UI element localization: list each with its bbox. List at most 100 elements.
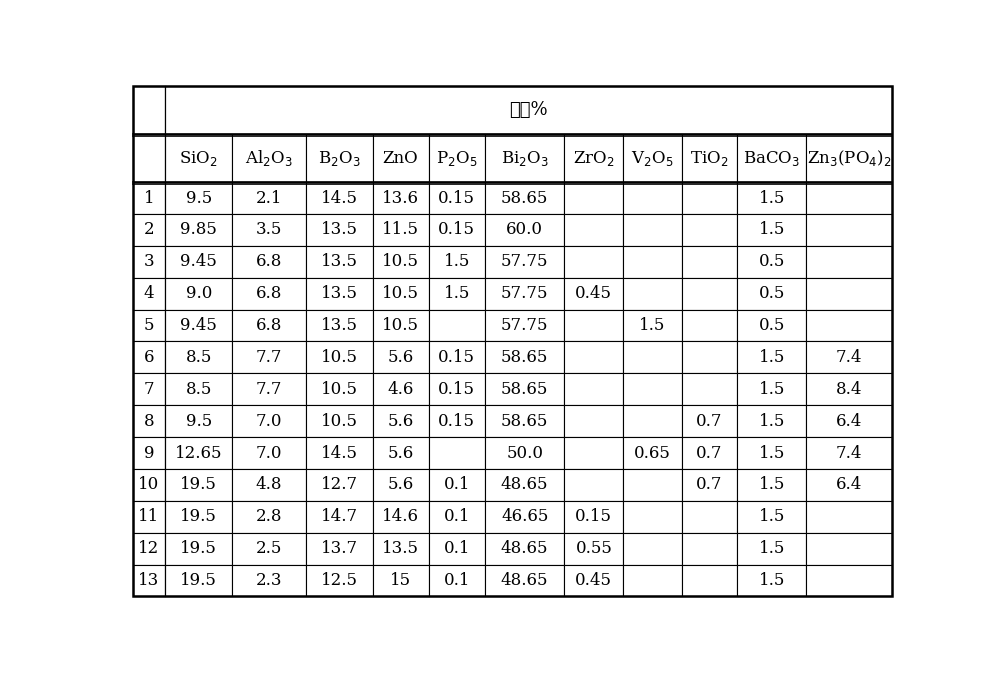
Bar (623, 135, 682, 182)
Text: 10.5: 10.5 (382, 285, 419, 302)
Bar (373, 469, 429, 501)
Bar (429, 564, 485, 596)
Text: 19.5: 19.5 (180, 508, 217, 525)
Text: 0.15: 0.15 (438, 412, 475, 430)
Bar (623, 214, 682, 246)
Bar (232, 373, 306, 405)
Bar (165, 341, 232, 373)
Text: 7.7: 7.7 (256, 381, 282, 397)
Bar (306, 278, 373, 310)
Bar (737, 373, 806, 405)
Text: 19.5: 19.5 (180, 572, 217, 589)
Text: 57.75: 57.75 (501, 254, 548, 270)
Text: 0.55: 0.55 (575, 540, 612, 557)
Text: 7.4: 7.4 (836, 349, 862, 366)
Text: 1.5: 1.5 (639, 317, 666, 334)
Text: 60.0: 60.0 (506, 222, 543, 239)
Text: 13.5: 13.5 (321, 254, 358, 270)
Bar (623, 564, 682, 596)
Text: 58.65: 58.65 (501, 381, 548, 397)
Text: 8.5: 8.5 (186, 349, 212, 366)
Bar (682, 405, 737, 437)
Text: SiO$_2$: SiO$_2$ (179, 149, 218, 168)
Bar (682, 246, 737, 278)
Bar (682, 135, 737, 182)
Bar (623, 278, 682, 310)
Bar (165, 182, 232, 214)
Bar (133, 278, 165, 310)
Bar (232, 341, 306, 373)
Bar (806, 533, 892, 564)
Text: 1.5: 1.5 (759, 189, 785, 207)
Bar (623, 469, 682, 501)
Text: 2.1: 2.1 (256, 189, 282, 207)
Text: 10.5: 10.5 (321, 349, 358, 366)
Text: 9.5: 9.5 (186, 189, 212, 207)
Text: 1.5: 1.5 (759, 508, 785, 525)
Bar (306, 501, 373, 533)
Text: 58.65: 58.65 (501, 349, 548, 366)
Bar (564, 341, 623, 373)
Bar (165, 373, 232, 405)
Text: 10.5: 10.5 (321, 381, 358, 397)
Text: 2.3: 2.3 (256, 572, 282, 589)
Bar (806, 182, 892, 214)
Bar (682, 564, 737, 596)
Text: 9.0: 9.0 (186, 285, 212, 302)
Text: 13: 13 (138, 572, 160, 589)
Text: 0.1: 0.1 (443, 508, 470, 525)
Text: TiO$_2$: TiO$_2$ (690, 149, 729, 168)
Bar (485, 373, 564, 405)
Text: 5.6: 5.6 (387, 412, 414, 430)
Text: 1.5: 1.5 (759, 540, 785, 557)
Text: 11: 11 (138, 508, 160, 525)
Text: 6: 6 (144, 349, 154, 366)
Bar (373, 310, 429, 341)
Text: 14.6: 14.6 (382, 508, 419, 525)
Bar (232, 501, 306, 533)
Bar (306, 246, 373, 278)
Text: 1.5: 1.5 (759, 412, 785, 430)
Text: 7.4: 7.4 (836, 445, 862, 462)
Text: 6.8: 6.8 (256, 317, 282, 334)
Bar (373, 564, 429, 596)
Text: 8.4: 8.4 (836, 381, 862, 397)
Text: 12: 12 (138, 540, 160, 557)
Bar (737, 437, 806, 469)
Text: 14.7: 14.7 (321, 508, 358, 525)
Bar (485, 135, 564, 182)
Bar (165, 310, 232, 341)
Bar (485, 310, 564, 341)
Bar (165, 87, 892, 135)
Bar (485, 501, 564, 533)
Text: 9.45: 9.45 (180, 254, 217, 270)
Text: 7.0: 7.0 (256, 445, 282, 462)
Bar (623, 437, 682, 469)
Bar (737, 405, 806, 437)
Bar (682, 437, 737, 469)
Bar (806, 501, 892, 533)
Bar (623, 373, 682, 405)
Bar (737, 135, 806, 182)
Bar (306, 564, 373, 596)
Text: P$_2$O$_5$: P$_2$O$_5$ (436, 149, 477, 168)
Text: 6.8: 6.8 (256, 285, 282, 302)
Bar (564, 214, 623, 246)
Text: 5: 5 (144, 317, 154, 334)
Text: 0.15: 0.15 (438, 349, 475, 366)
Text: 50.0: 50.0 (506, 445, 543, 462)
Bar (306, 341, 373, 373)
Bar (306, 373, 373, 405)
Bar (373, 437, 429, 469)
Text: BaCO$_3$: BaCO$_3$ (743, 149, 800, 168)
Bar (564, 246, 623, 278)
Bar (429, 469, 485, 501)
Bar (737, 246, 806, 278)
Bar (373, 278, 429, 310)
Bar (737, 214, 806, 246)
Bar (133, 405, 165, 437)
Text: 6.4: 6.4 (836, 412, 862, 430)
Bar (485, 182, 564, 214)
Text: 19.5: 19.5 (180, 540, 217, 557)
Text: 48.65: 48.65 (501, 540, 548, 557)
